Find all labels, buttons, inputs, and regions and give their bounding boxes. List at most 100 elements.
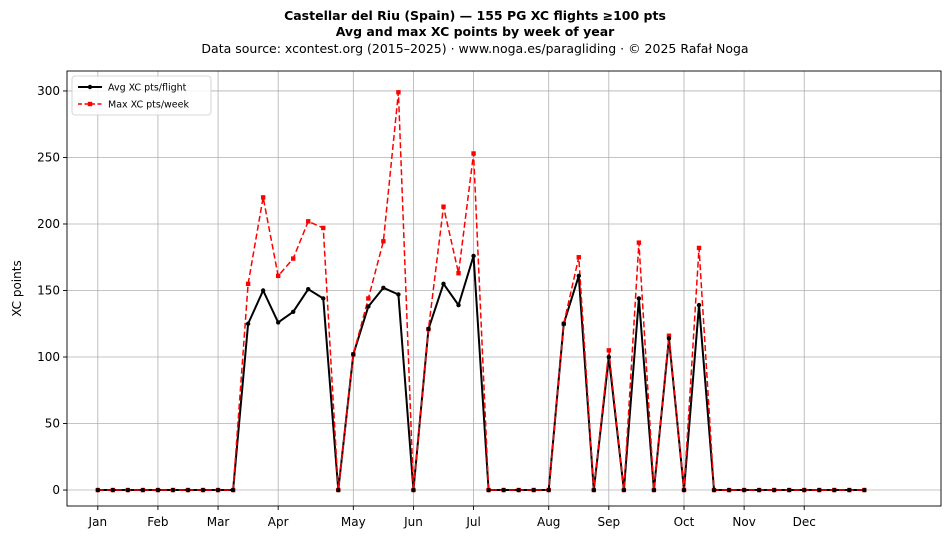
max-data-point bbox=[396, 90, 401, 95]
y-tick-label: 250 bbox=[37, 150, 60, 164]
avg-data-point bbox=[531, 487, 536, 493]
y-axis-label: XC points bbox=[10, 260, 24, 316]
y-tick-label: 100 bbox=[37, 350, 60, 364]
x-tick-label: Jan bbox=[88, 515, 108, 529]
series-layer bbox=[95, 90, 867, 493]
avg-data-point bbox=[321, 296, 326, 301]
avg-data-point bbox=[591, 487, 597, 493]
avg-data-point bbox=[621, 487, 627, 493]
x-tick-label: Jul bbox=[465, 515, 480, 529]
max-data-point bbox=[606, 348, 612, 353]
legend-box bbox=[71, 75, 212, 116]
legend: Avg XC pts/flight Max XC pts/week bbox=[71, 75, 212, 116]
avg-data-point bbox=[245, 321, 251, 326]
avg-data-point bbox=[561, 321, 566, 326]
plot-frame bbox=[66, 70, 942, 507]
max-data-point bbox=[441, 204, 446, 209]
x-tick-label: Nov bbox=[732, 515, 755, 529]
avg-data-point bbox=[95, 487, 101, 493]
avg-data-point bbox=[230, 487, 236, 493]
avg-data-point bbox=[275, 320, 281, 325]
max-data-point bbox=[260, 195, 266, 200]
avg-data-point bbox=[576, 273, 581, 279]
max-series-line bbox=[97, 91, 865, 491]
avg-data-point bbox=[726, 487, 732, 493]
chart-title: Castellar del Riu (Spain) — 155 PG XC fl… bbox=[284, 8, 666, 23]
avg-data-point bbox=[306, 286, 311, 292]
max-data-point bbox=[576, 255, 581, 260]
avg-data-point bbox=[802, 487, 807, 493]
x-tick-label: Oct bbox=[674, 515, 695, 529]
grid-lines bbox=[67, 71, 941, 506]
avg-data-point bbox=[140, 487, 146, 493]
avg-data-point bbox=[200, 487, 206, 493]
avg-data-point bbox=[546, 487, 551, 493]
avg-data-point bbox=[711, 487, 717, 493]
avg-data-point bbox=[651, 487, 657, 493]
avg-data-point bbox=[847, 487, 852, 493]
avg-data-point bbox=[366, 304, 371, 309]
legend-label: Max XC pts/week bbox=[108, 100, 189, 111]
avg-data-point bbox=[696, 302, 702, 308]
avg-data-point bbox=[336, 487, 341, 493]
x-tick-label: May bbox=[341, 515, 366, 529]
max-data-point bbox=[636, 240, 642, 245]
avg-data-point bbox=[832, 487, 837, 493]
x-tick-label: Feb bbox=[147, 515, 168, 529]
legend-label: Avg XC pts/flight bbox=[108, 83, 187, 94]
avg-data-point bbox=[486, 487, 491, 493]
avg-data-point bbox=[606, 354, 612, 360]
avg-data-point bbox=[291, 309, 296, 314]
x-tick-label: Mar bbox=[207, 515, 230, 529]
avg-series-line bbox=[97, 254, 865, 492]
avg-data-point bbox=[411, 487, 416, 493]
avg-data-point bbox=[862, 487, 867, 493]
avg-data-point bbox=[786, 487, 792, 493]
avg-data-point bbox=[215, 487, 221, 493]
max-data-point bbox=[321, 225, 326, 231]
chart-title-line2: Avg and max XC points by week of year bbox=[335, 24, 615, 39]
max-data-point bbox=[456, 271, 461, 276]
avg-data-point bbox=[471, 253, 476, 259]
y-tick-label: 200 bbox=[37, 217, 60, 231]
avg-data-point bbox=[110, 487, 116, 493]
avg-data-point bbox=[260, 288, 266, 293]
avg-data-point bbox=[185, 487, 191, 493]
avg-data-point bbox=[771, 487, 777, 493]
max-data-point bbox=[306, 219, 311, 224]
avg-data-point bbox=[396, 292, 401, 297]
max-data-point bbox=[291, 256, 296, 261]
x-tick-label: Apr bbox=[268, 515, 289, 529]
x-tick-label: Dec bbox=[793, 515, 816, 529]
max-data-point bbox=[471, 151, 476, 156]
avg-data-point bbox=[155, 487, 161, 493]
avg-data-point bbox=[351, 352, 356, 357]
x-tick-label: Jun bbox=[403, 515, 423, 529]
avg-data-point bbox=[636, 296, 642, 301]
x-tick-label: Aug bbox=[537, 515, 560, 529]
avg-data-point bbox=[170, 487, 176, 493]
legend-marker bbox=[87, 101, 93, 107]
avg-data-point bbox=[501, 487, 506, 493]
max-data-point bbox=[366, 296, 371, 301]
avg-data-point bbox=[741, 487, 747, 493]
max-data-point bbox=[381, 239, 386, 244]
y-tick-label: 0 bbox=[52, 483, 60, 497]
y-tick-label: 50 bbox=[45, 417, 60, 431]
avg-data-point bbox=[817, 487, 822, 493]
y-tick-label: 300 bbox=[37, 84, 60, 98]
chart-subtitle: Data source: xcontest.org (2015–2025) · … bbox=[201, 41, 749, 56]
avg-data-point bbox=[666, 336, 672, 341]
avg-data-point bbox=[681, 487, 687, 493]
axes: 0 50 100 150 200 250 300 Jan Feb Mar Apr May Jun Jul A… bbox=[10, 70, 942, 529]
max-data-point bbox=[666, 333, 672, 338]
y-tick-label: 150 bbox=[37, 283, 60, 297]
avg-data-point bbox=[426, 326, 431, 332]
avg-data-point bbox=[516, 487, 521, 493]
max-data-point bbox=[245, 281, 251, 287]
avg-data-point bbox=[456, 302, 461, 308]
avg-data-point bbox=[381, 285, 386, 291]
legend-marker bbox=[87, 84, 93, 90]
max-data-point bbox=[275, 273, 281, 279]
